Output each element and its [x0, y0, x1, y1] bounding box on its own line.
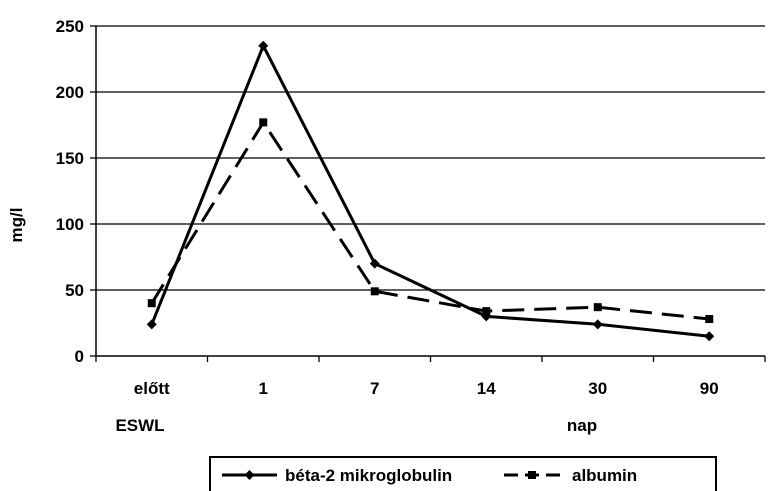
- series-lines: [150, 42, 710, 338]
- y-axis-title: mg/l: [7, 208, 26, 243]
- series-1-point: [369, 258, 380, 269]
- y-tick-label: 50: [65, 281, 84, 300]
- y-tick-label: 200: [56, 83, 84, 102]
- series-line-2: [150, 119, 710, 321]
- y-tick-label: 150: [56, 149, 84, 168]
- axes: [95, 26, 765, 357]
- y-tick-label: 0: [75, 347, 84, 366]
- series-1-point: [704, 331, 715, 342]
- series-1-point: [592, 319, 603, 330]
- legend-box: [209, 456, 717, 491]
- series-2-point: [705, 315, 714, 324]
- series-1-point: [146, 319, 157, 330]
- x-tick-label: 1: [259, 379, 268, 398]
- x-tick-label: előtt: [134, 379, 170, 398]
- legend: béta-2 mikroglobulin albumin: [209, 456, 717, 491]
- x-axis-ticks: előtt 1 7 14 30 90: [95, 356, 766, 398]
- series-markers: [146, 40, 715, 342]
- series-2-point: [370, 287, 379, 296]
- y-tick-label: 250: [56, 17, 84, 36]
- series-2-point: [147, 299, 156, 308]
- series-1-point: [258, 40, 269, 51]
- legend-marker-series-1: [244, 470, 255, 480]
- x-tick-label: 30: [588, 379, 607, 398]
- series-line-1: [150, 42, 710, 338]
- series-2-point: [259, 118, 268, 127]
- legend-label-series-2: albumin: [572, 466, 637, 485]
- x-tick-label: 7: [370, 379, 379, 398]
- x-sublabel-last: nap: [567, 416, 597, 435]
- series-2-point: [593, 303, 602, 312]
- x-tick-label: 14: [477, 379, 496, 398]
- x-sublabel-first: ESWL: [115, 416, 164, 435]
- x-tick-label: 90: [700, 379, 719, 398]
- legend-marker-series-2: [528, 471, 536, 479]
- series-2-point: [482, 307, 491, 316]
- legend-label-series-1: béta-2 mikroglobulin: [285, 466, 452, 485]
- y-tick-label: 100: [56, 215, 84, 234]
- y-axis-ticks: 0 50 100 150 200 250: [56, 17, 96, 366]
- gridlines: [96, 25, 765, 291]
